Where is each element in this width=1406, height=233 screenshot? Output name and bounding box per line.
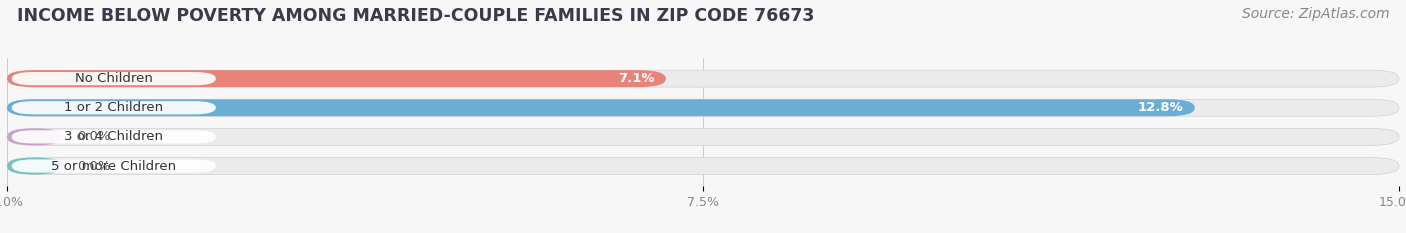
FancyBboxPatch shape (11, 159, 217, 173)
Text: 7.1%: 7.1% (619, 72, 655, 85)
FancyBboxPatch shape (7, 99, 1399, 116)
Text: 1 or 2 Children: 1 or 2 Children (65, 101, 163, 114)
Text: 12.8%: 12.8% (1137, 101, 1184, 114)
FancyBboxPatch shape (7, 99, 1195, 116)
Text: 5 or more Children: 5 or more Children (51, 160, 176, 172)
Text: INCOME BELOW POVERTY AMONG MARRIED-COUPLE FAMILIES IN ZIP CODE 76673: INCOME BELOW POVERTY AMONG MARRIED-COUPL… (17, 7, 814, 25)
FancyBboxPatch shape (7, 70, 666, 87)
Text: No Children: No Children (75, 72, 153, 85)
Text: 0.0%: 0.0% (77, 130, 110, 143)
FancyBboxPatch shape (11, 101, 217, 114)
FancyBboxPatch shape (7, 128, 63, 145)
Text: 0.0%: 0.0% (77, 160, 110, 172)
FancyBboxPatch shape (11, 130, 217, 144)
Text: 3 or 4 Children: 3 or 4 Children (65, 130, 163, 143)
FancyBboxPatch shape (7, 158, 63, 175)
FancyBboxPatch shape (7, 158, 1399, 175)
FancyBboxPatch shape (11, 72, 217, 85)
Text: Source: ZipAtlas.com: Source: ZipAtlas.com (1241, 7, 1389, 21)
FancyBboxPatch shape (7, 70, 1399, 87)
FancyBboxPatch shape (7, 128, 1399, 145)
